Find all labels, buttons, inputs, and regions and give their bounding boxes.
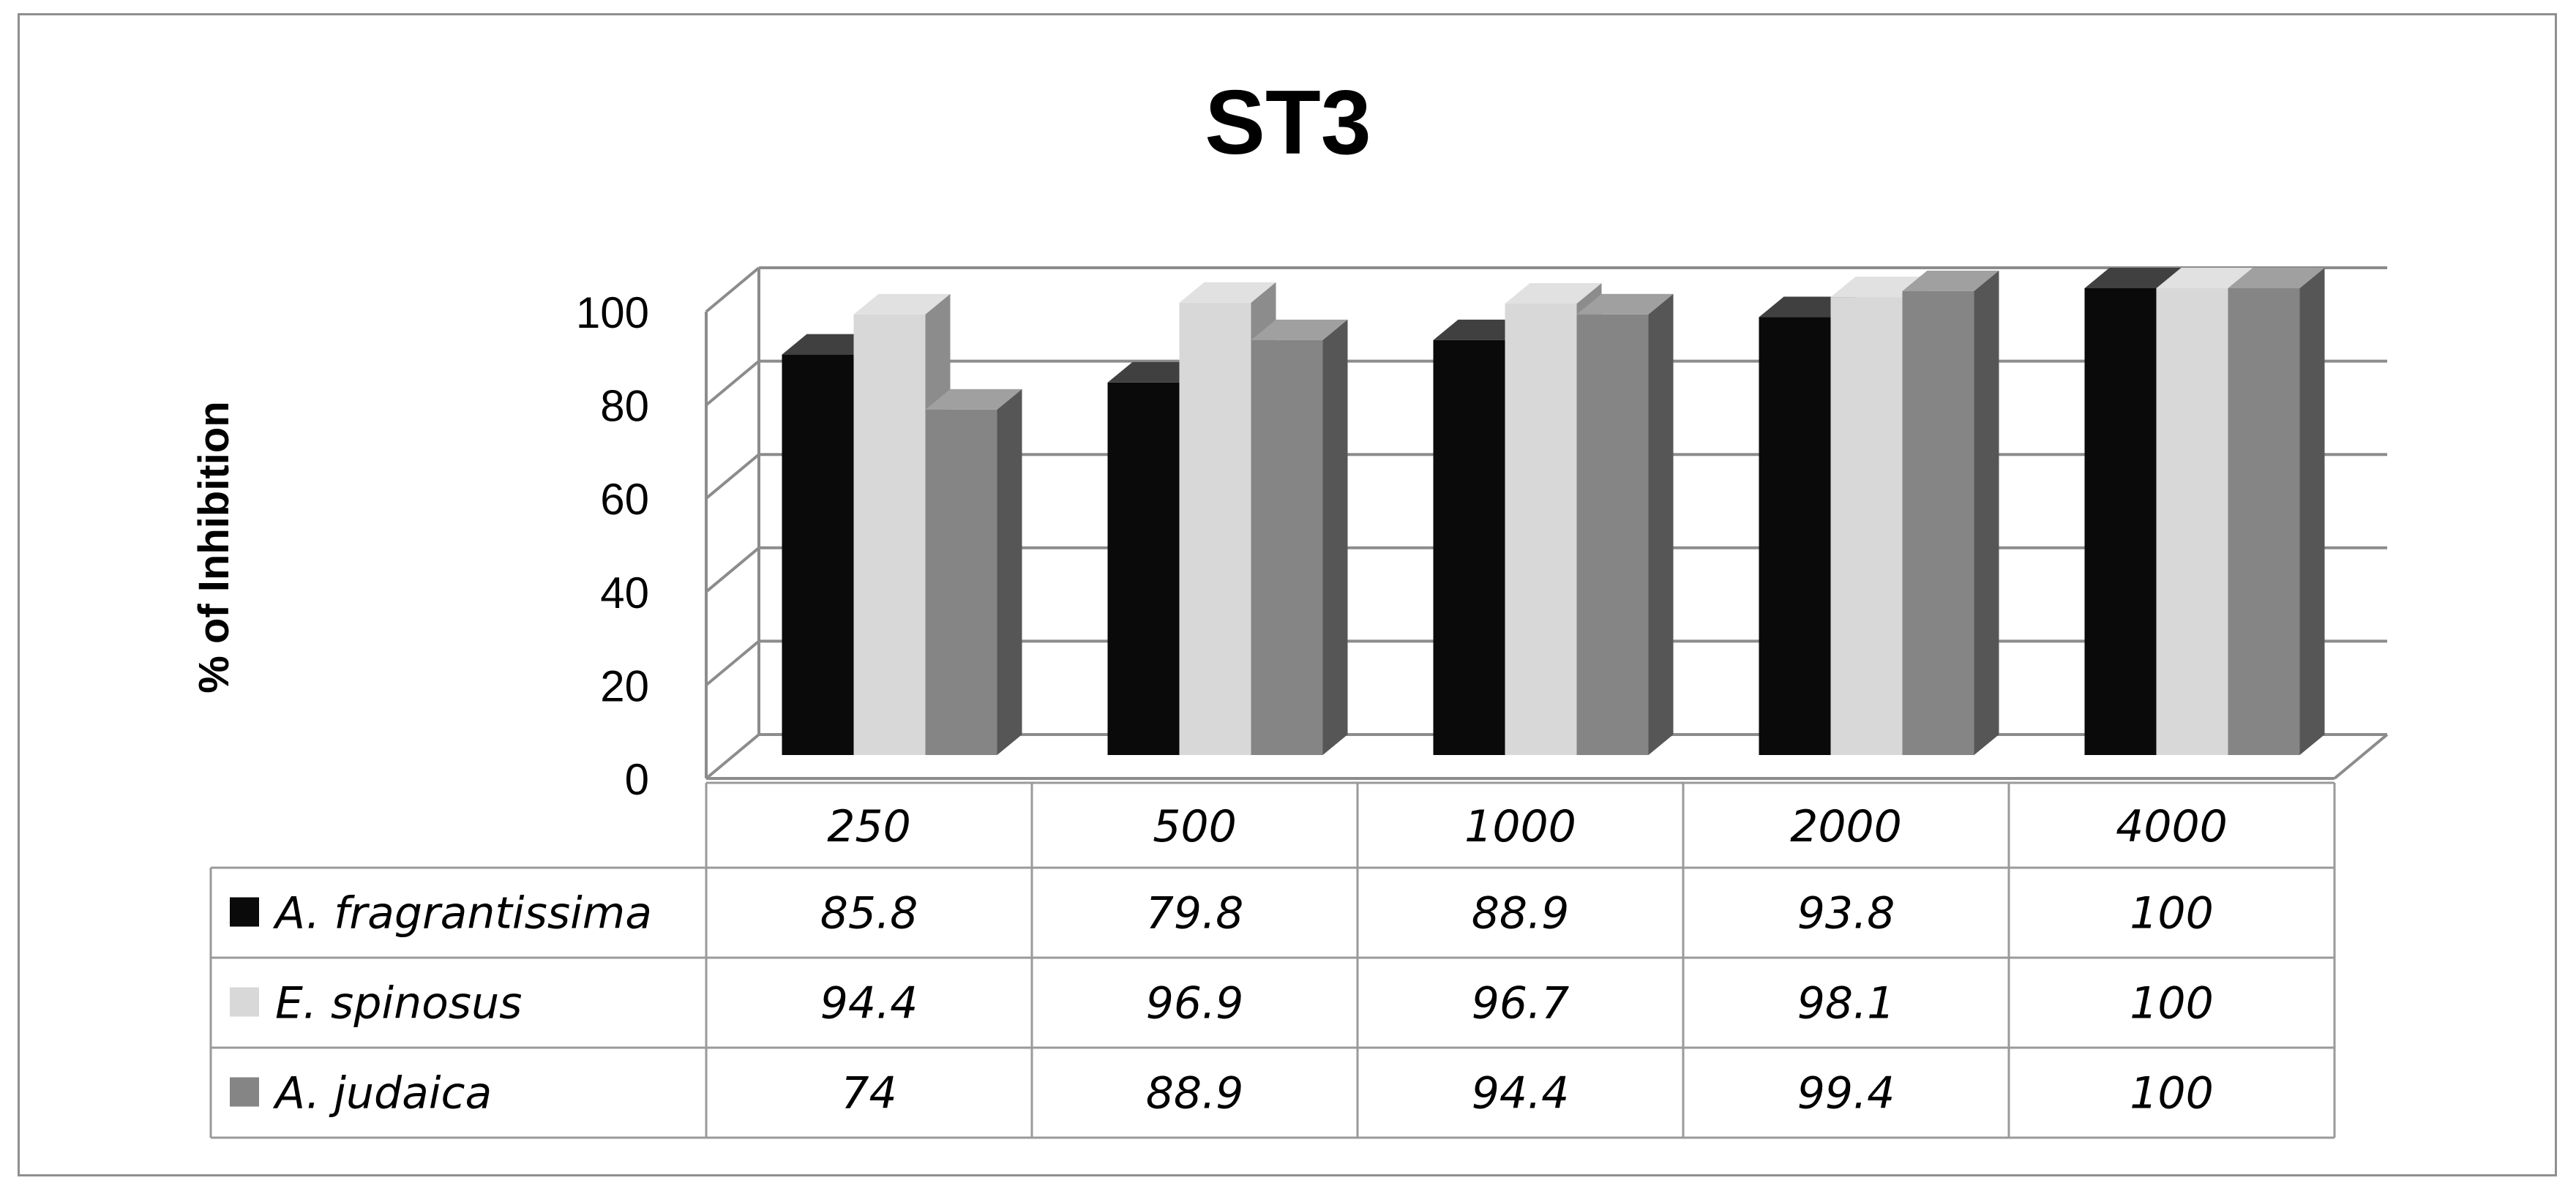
side-wall-line xyxy=(705,266,760,313)
bar-top xyxy=(2084,268,2182,288)
bar xyxy=(2084,288,2157,755)
table-cell-value: 100 xyxy=(2130,1068,2214,1119)
bar-side xyxy=(997,388,1022,755)
bar xyxy=(1830,297,1903,755)
bar-top xyxy=(1505,283,1602,304)
y-tick-label: 100 xyxy=(576,288,649,337)
x-category-label: 1000 xyxy=(1464,801,1576,852)
side-wall-line xyxy=(705,639,760,686)
legend-entry: E. spinosus xyxy=(275,978,522,1029)
y-tick-label: 60 xyxy=(600,475,649,524)
bar xyxy=(1902,290,1974,755)
chart-title: ST3 xyxy=(1205,72,1371,173)
table-cell-value: 88.9 xyxy=(1472,888,1570,939)
table-cell-value: 96.7 xyxy=(1472,978,1570,1029)
bar xyxy=(782,354,854,755)
table-cell-value: 88.9 xyxy=(1146,1068,1244,1119)
bar-top xyxy=(1179,282,1276,303)
legend-swatch xyxy=(230,897,259,927)
bar xyxy=(1505,304,1577,756)
table-cell-value: 79.8 xyxy=(1146,888,1244,939)
data-table: 250 500 1000 2000 4000 A. fragrantissima 85.8 7… xyxy=(209,781,2336,1139)
bar-side xyxy=(1974,270,1999,755)
side-wall-line xyxy=(705,733,760,780)
bar xyxy=(2228,288,2300,755)
legend-swatch xyxy=(230,1077,259,1107)
bar xyxy=(1433,339,1505,755)
bar xyxy=(853,314,926,755)
bar-top xyxy=(925,388,1022,410)
y-axis-label: % of Inhibition xyxy=(190,401,238,693)
side-wall-line xyxy=(705,547,760,593)
bar-top xyxy=(853,293,951,315)
bar xyxy=(1251,339,1323,755)
table-cell-value: 85.8 xyxy=(820,888,918,939)
bar xyxy=(925,409,997,755)
bar-top xyxy=(2156,268,2253,288)
bar xyxy=(1759,317,1831,755)
bar-side xyxy=(1322,319,1348,755)
table-cell-value: 98.1 xyxy=(1797,978,1895,1029)
bar xyxy=(1107,382,1180,755)
legend-swatch xyxy=(230,987,259,1017)
table-cell-value: 96.9 xyxy=(1146,978,1244,1029)
legend-entry: A. fragrantissima xyxy=(272,888,652,939)
y-tick-labels: 0 20 40 60 80 100 xyxy=(576,288,649,804)
bar-top xyxy=(1251,319,1348,340)
table-cell-value: 99.4 xyxy=(1797,1068,1895,1119)
x-category-label: 500 xyxy=(1153,801,1237,852)
floor-right-edge xyxy=(2333,733,2389,780)
x-category-label: 4000 xyxy=(2116,801,2228,852)
bar xyxy=(1179,302,1251,755)
y-tick-label: 0 xyxy=(625,755,649,804)
table-cell-value: 74 xyxy=(841,1068,896,1119)
table-cell-value: 94.4 xyxy=(1472,1068,1570,1119)
x-category-label: 2000 xyxy=(1790,801,1902,852)
table-cell-value: 100 xyxy=(2130,888,2214,939)
bar xyxy=(1576,314,1649,755)
legend-entry: A. judaica xyxy=(272,1068,492,1119)
y-tick-label: 20 xyxy=(600,661,649,710)
y-tick-label: 80 xyxy=(600,382,649,431)
side-wall-line xyxy=(705,360,760,407)
table-cell-value: 93.8 xyxy=(1797,888,1895,939)
table-cell-value: 94.4 xyxy=(820,978,918,1029)
table-cell-value: 100 xyxy=(2130,978,2214,1029)
y-tick-label: 40 xyxy=(600,568,649,617)
bar-top xyxy=(1902,270,1999,291)
bar-side xyxy=(2299,268,2325,755)
bar-layer xyxy=(782,268,2325,756)
bar-top xyxy=(1576,293,1674,315)
bar xyxy=(2156,288,2228,755)
bar-top xyxy=(2228,268,2325,288)
side-wall-line xyxy=(705,453,760,500)
x-category-label: 250 xyxy=(827,801,911,852)
bar-side xyxy=(1648,293,1674,755)
